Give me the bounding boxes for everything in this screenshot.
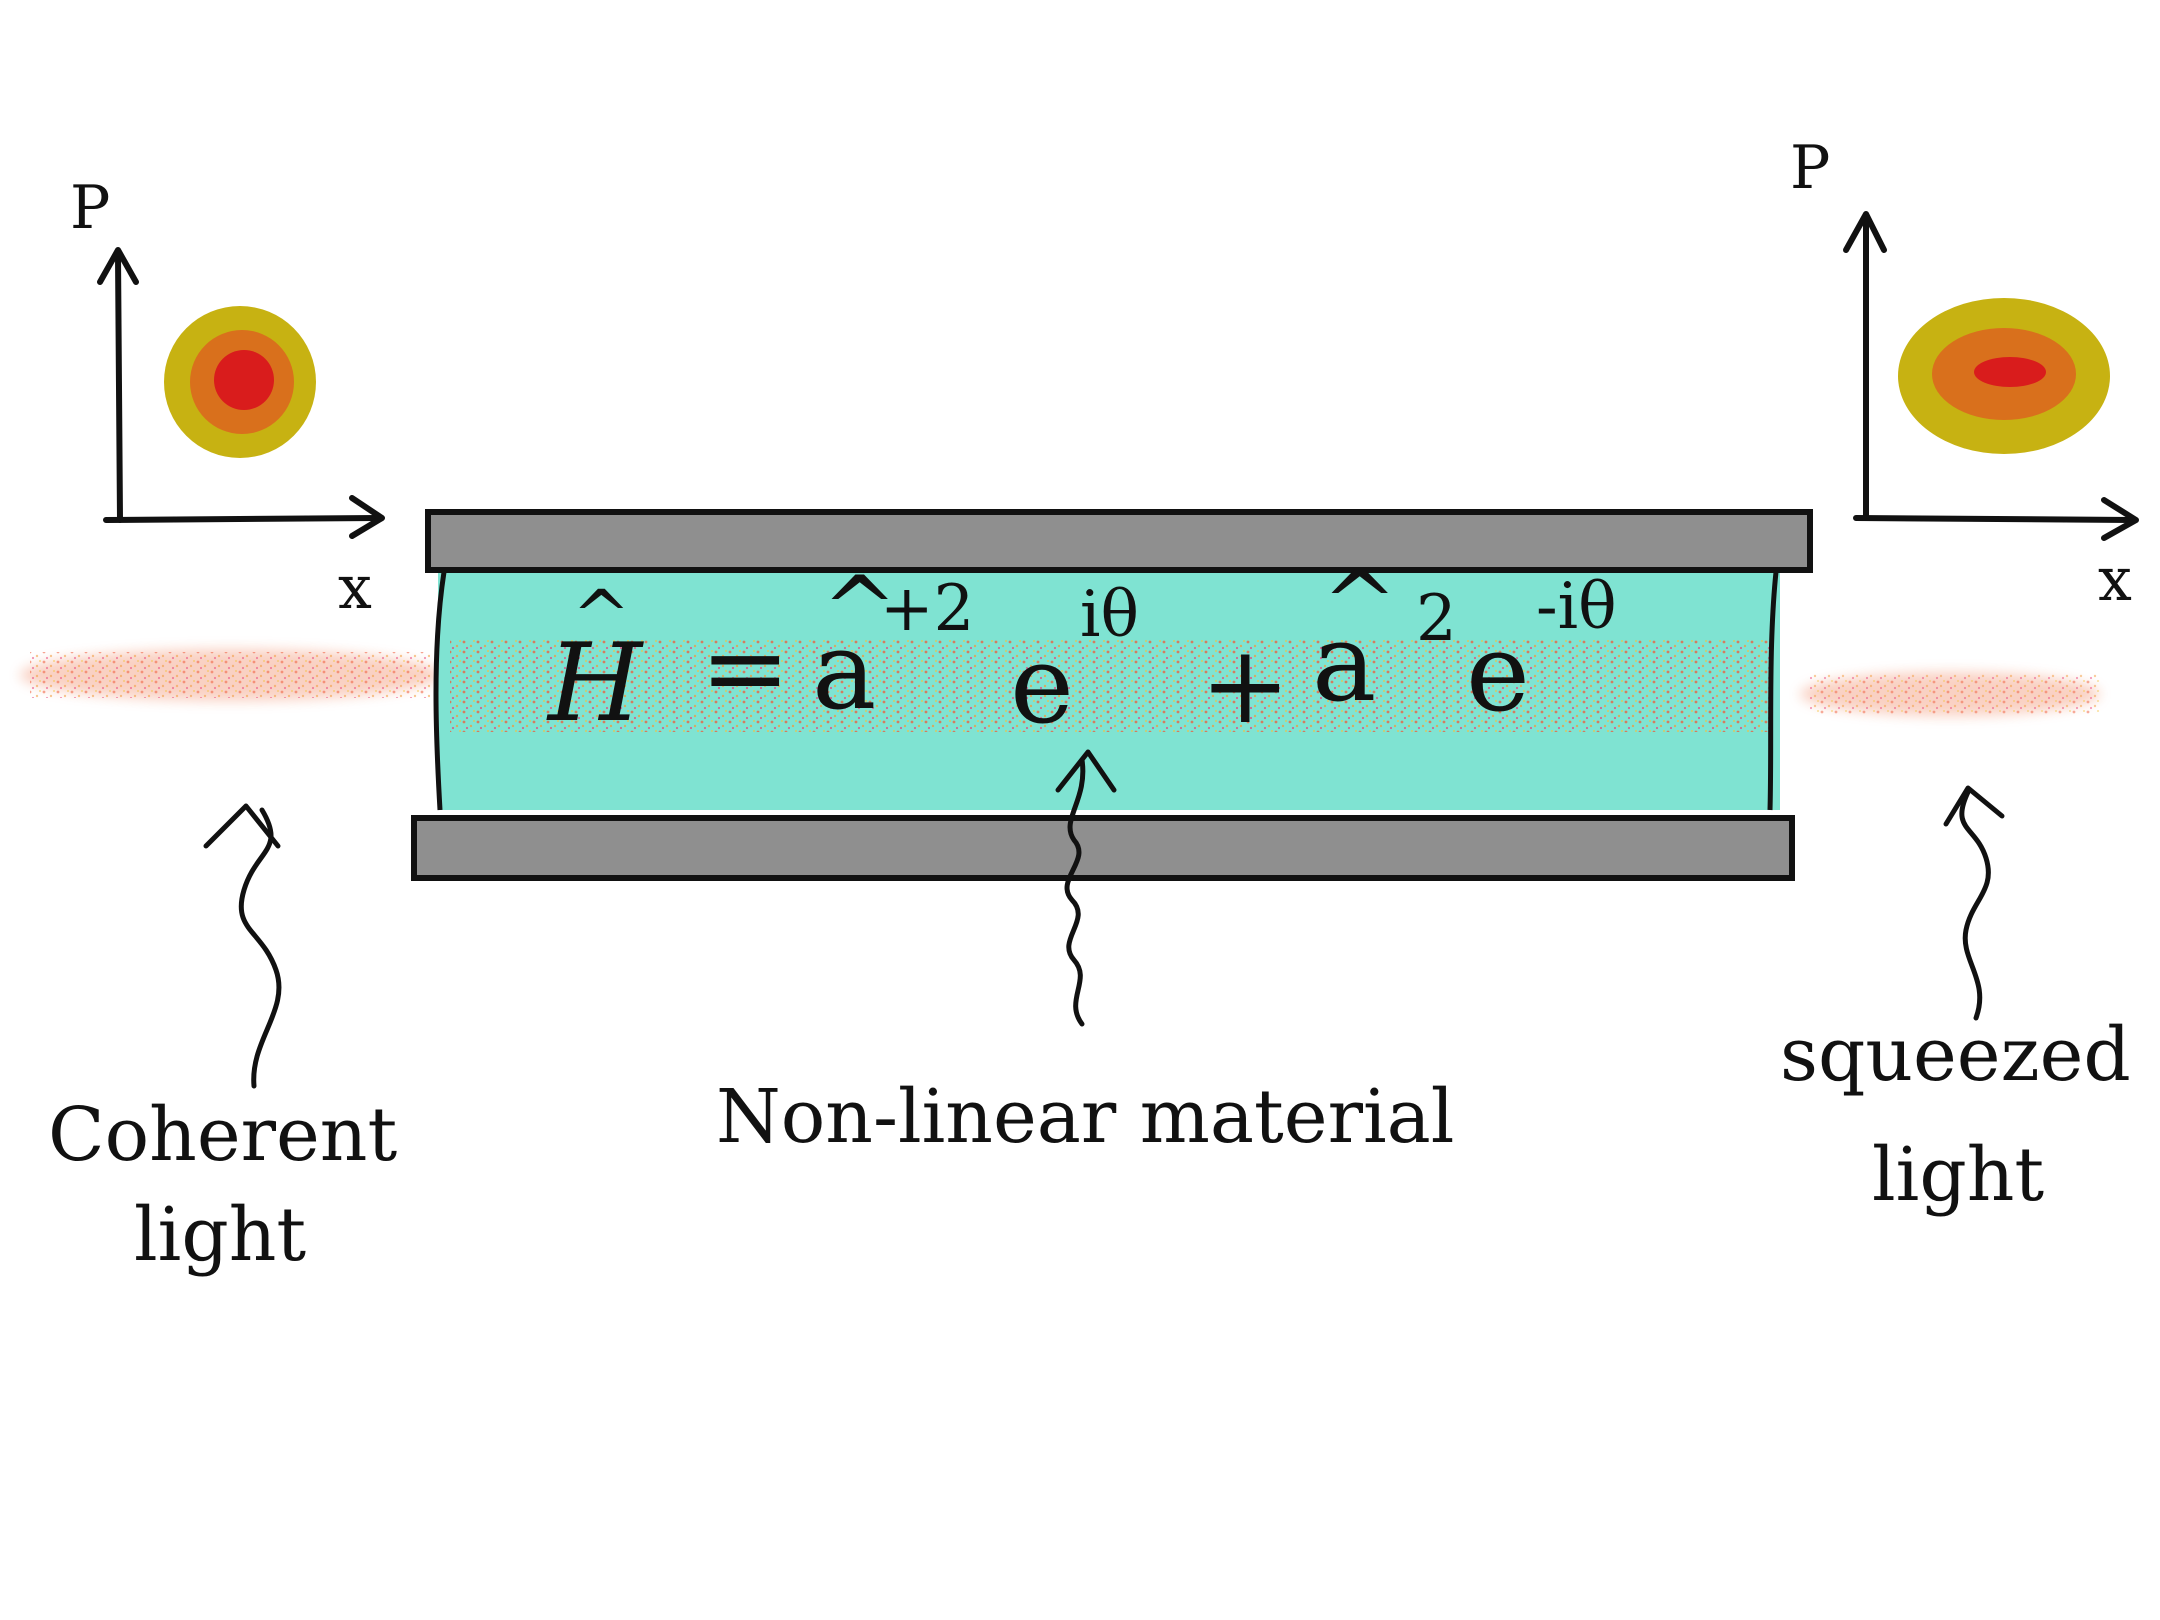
eq-a-power: 2 xyxy=(1416,582,1457,656)
squeezed-state-core xyxy=(1974,357,2046,387)
top-mirror-plate xyxy=(425,509,1813,573)
eq-a-hat: ^ xyxy=(1322,551,1397,656)
nonlinear-material-label: Non-linear material xyxy=(716,1074,1454,1160)
coherent-phase-space-plot: P x xyxy=(70,173,385,623)
bottom-mirror-plate xyxy=(411,815,1795,881)
material-pointer-head xyxy=(1055,749,1117,793)
hamiltonian-equation: H ^ = a ^ +2 e iθ + a ^ 2 e -iθ xyxy=(546,551,1617,748)
squeezed-light-pointer-head xyxy=(1943,785,2005,827)
coherent-light-pointer xyxy=(238,807,282,1089)
material-beam-speckle xyxy=(450,640,1770,732)
right-x-axis xyxy=(1853,515,2135,523)
eq-hamiltonian-symbol: H xyxy=(546,621,644,746)
eq-a-dagger-hat: ^ xyxy=(822,557,897,662)
squeezed-light-pointer xyxy=(1959,789,1991,1021)
incoming-beam-speckle xyxy=(30,652,430,698)
light-beam xyxy=(20,649,2100,716)
pointer-arrows xyxy=(203,749,2005,1089)
eq-dagger-power: +2 xyxy=(880,572,974,646)
squeezed-light-label-line1: squeezed xyxy=(1780,1012,2131,1098)
left-x-axis xyxy=(103,515,381,523)
eq-exponent-2: -iθ xyxy=(1536,570,1617,644)
right-p-axis-label: P xyxy=(1790,133,1830,203)
labels: Coherent light Non-linear material squee… xyxy=(48,1012,2131,1278)
coherent-light-pointer-head xyxy=(203,803,281,849)
coherent-light-label-line2: light xyxy=(134,1192,306,1278)
left-x-axis-label: x xyxy=(338,553,372,623)
eq-exponential-1: e xyxy=(1010,623,1074,748)
left-y-axis-arrowhead xyxy=(97,247,139,285)
left-y-axis xyxy=(115,252,123,523)
squeezed-light-label-line2: light xyxy=(1872,1132,2044,1218)
eq-hamiltonian-hat: ^ xyxy=(572,575,631,657)
eq-equals: = xyxy=(700,606,791,731)
right-x-axis-label: x xyxy=(2098,545,2132,615)
eq-exponent-1: iθ xyxy=(1080,578,1139,652)
coherent-state-core xyxy=(214,350,274,410)
waveguide xyxy=(411,509,1813,881)
eq-a-dagger: a xyxy=(812,609,876,734)
left-p-axis-label: P xyxy=(70,173,110,243)
right-x-axis-arrowhead xyxy=(2101,497,2139,541)
eq-a: a xyxy=(1312,601,1376,726)
eq-plus: + xyxy=(1200,623,1291,748)
eq-exponential-2: e xyxy=(1466,611,1530,736)
coherent-light-label-line1: Coherent xyxy=(48,1092,397,1178)
right-y-axis-arrowhead xyxy=(1843,211,1887,253)
squeezed-phase-space-plot: P x xyxy=(1790,133,2139,615)
outgoing-beam-speckle xyxy=(1810,674,2100,714)
material-pointer xyxy=(1064,757,1086,1027)
left-x-axis-arrowhead xyxy=(349,495,385,539)
